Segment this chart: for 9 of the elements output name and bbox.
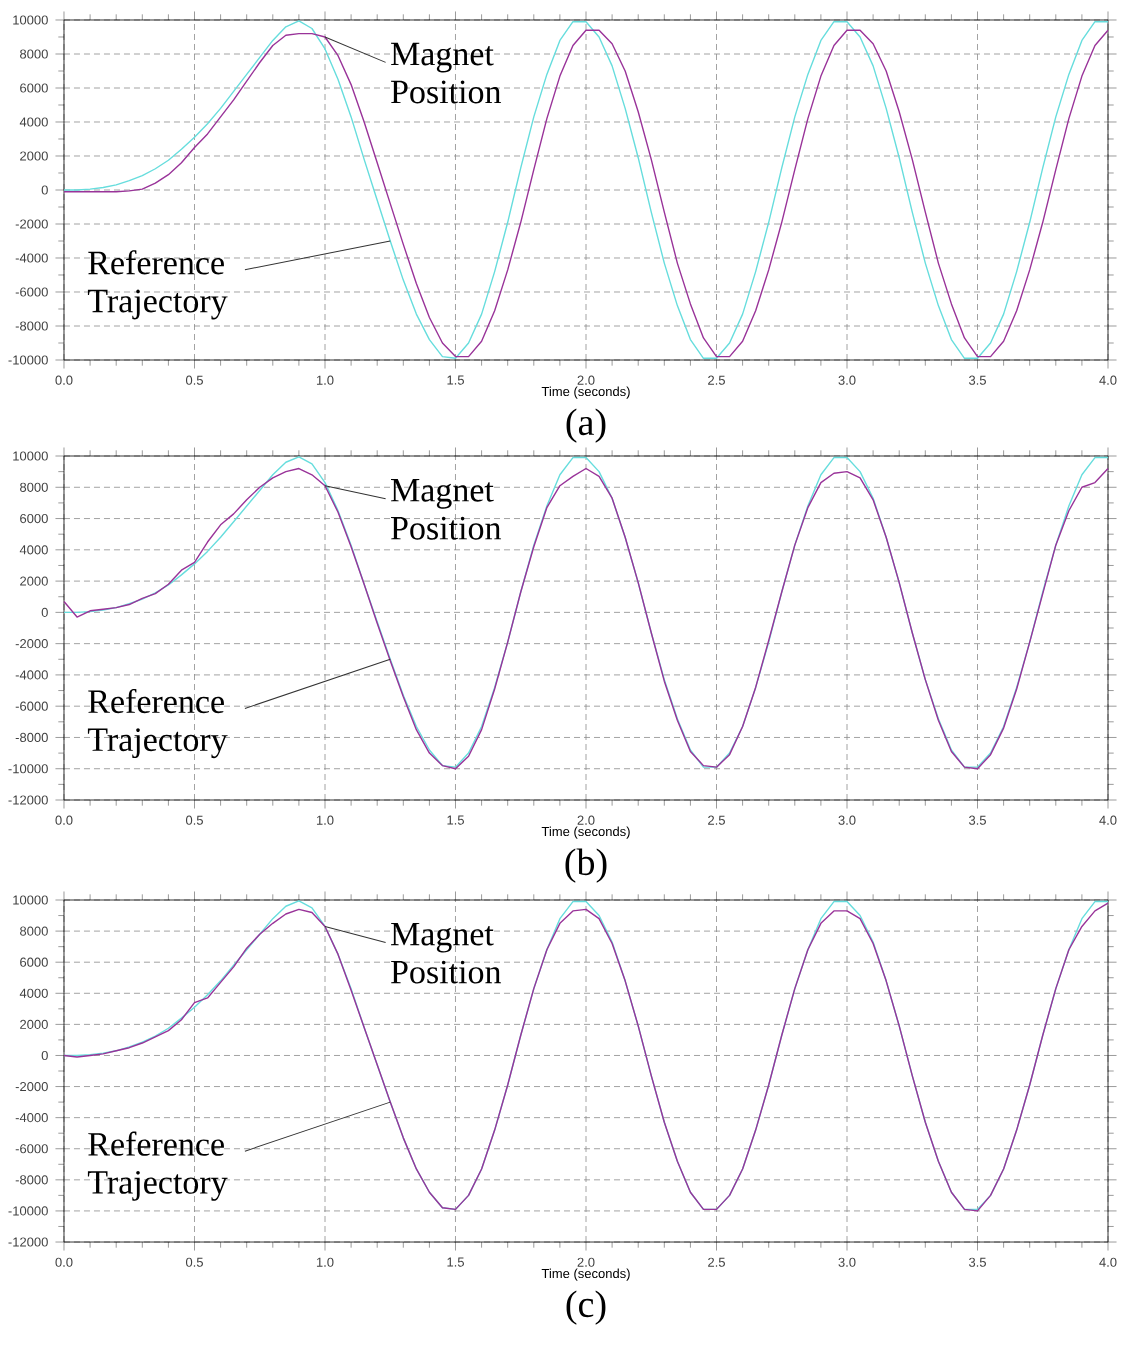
text: (a) xyxy=(566,408,606,443)
text: Reference Trajectory xyxy=(87,1131,228,1201)
series-label: Reference Trajectory xyxy=(87,250,228,320)
text: Reference Trajectory xyxy=(87,688,228,759)
series-label: Magnet Position xyxy=(391,42,502,104)
series-label: Magnet Position xyxy=(391,922,502,984)
series-label: Magnet Position xyxy=(391,479,502,540)
text: (c) xyxy=(566,1290,606,1325)
text: (b) xyxy=(565,848,607,883)
